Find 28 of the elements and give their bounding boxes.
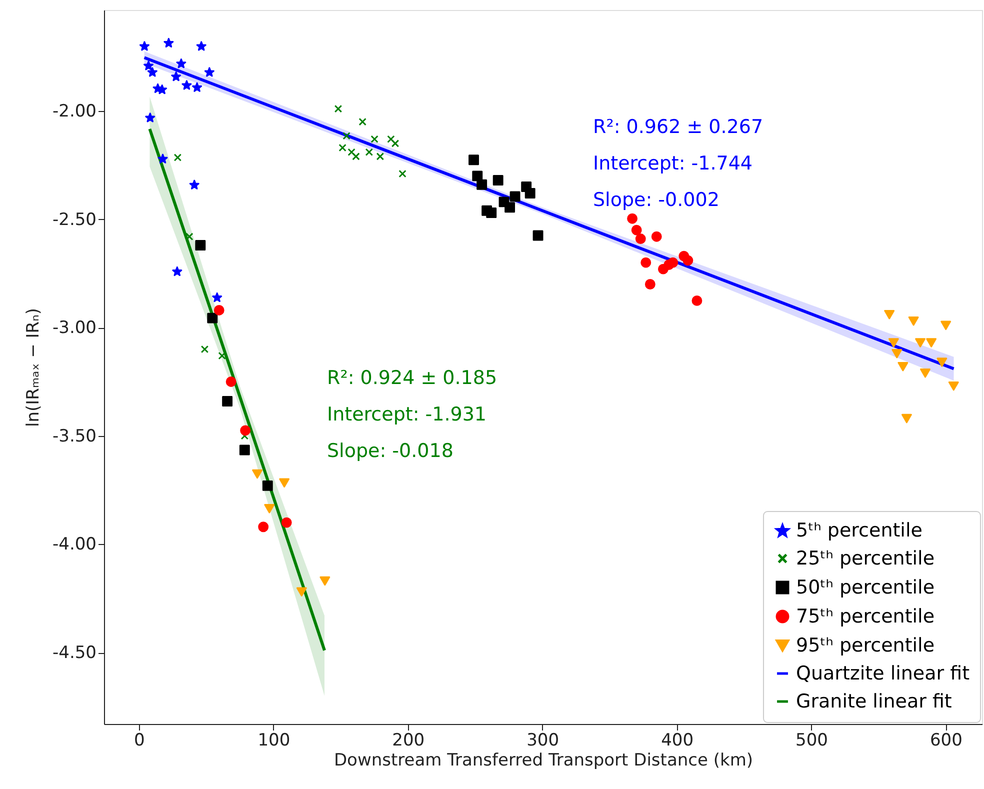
x-tick-label: 200 [392, 730, 425, 750]
annotation: Intercept: -1.744 [593, 152, 753, 174]
legend-label: 75ᵗʰ percentile [796, 606, 935, 628]
annotation: Slope: -0.018 [327, 440, 454, 462]
legend-label: 50ᵗʰ percentile [796, 576, 935, 598]
annotation: Intercept: -1.931 [327, 404, 487, 426]
y-tick-label: -4.00 [52, 534, 96, 555]
annotation: Slope: -0.002 [593, 189, 720, 211]
x-tick-label: 100 [258, 730, 290, 750]
legend-label: 95ᵗʰ percentile [796, 634, 935, 656]
x-tick-label: 0 [134, 730, 145, 750]
x-tick-label: 400 [661, 730, 694, 750]
y-axis-title: ln(IRₘₐₓ − IRₙ) [24, 308, 44, 428]
y-tick-label: -3.50 [52, 426, 96, 446]
x-tick-label: 300 [526, 730, 560, 750]
annotation: R²: 0.924 ± 0.185 [327, 367, 498, 389]
legend-label: Granite linear fit [796, 690, 952, 712]
y-tick-label: -2.50 [52, 210, 96, 230]
y-tick-label: -2.00 [52, 101, 96, 122]
x-tick-label: 600 [930, 730, 962, 750]
y-tick-label: -4.50 [52, 643, 96, 664]
x-axis-title: Downstream Transferred Transport Distance (km) [334, 750, 754, 770]
annotation: R²: 0.962 ± 0.267 [593, 116, 764, 138]
legend-label: 25ᵗʰ percentile [796, 548, 935, 570]
legend-label: 5ᵗʰ percentile [796, 520, 922, 542]
y-tick-label: -3.00 [52, 318, 96, 338]
x-tick-label: 500 [796, 730, 828, 750]
legend-label: Quartzite linear fit [796, 662, 970, 684]
